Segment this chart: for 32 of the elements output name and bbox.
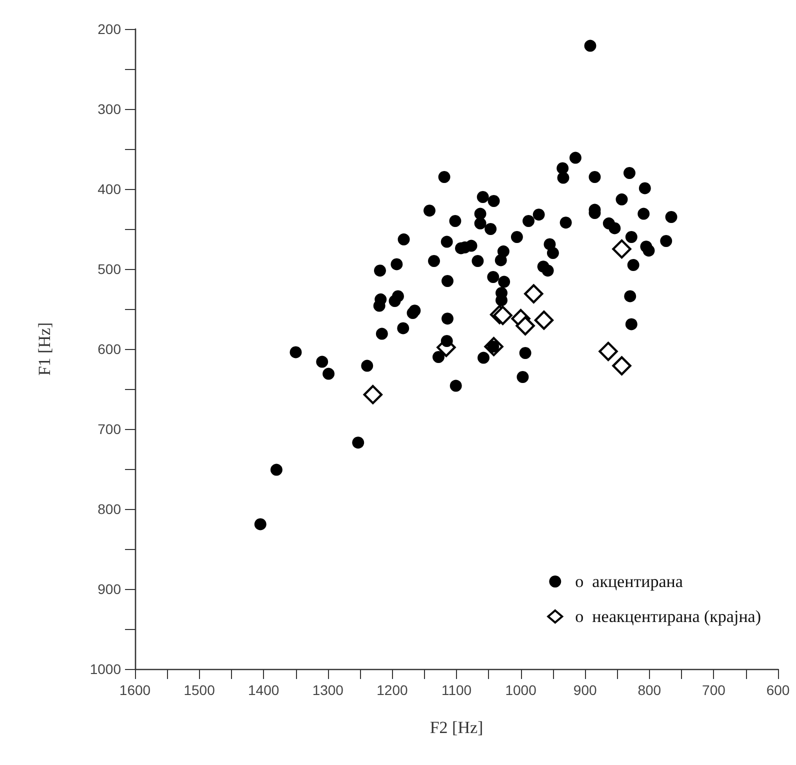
x-axis-title: F2 [Hz] xyxy=(430,718,484,737)
x-tick-label: 600 xyxy=(766,682,790,698)
y-axis-title: F1 [Hz] xyxy=(35,322,54,376)
x-tick-label: 700 xyxy=(702,682,726,698)
point xyxy=(534,310,554,330)
y-tick-label: 200 xyxy=(98,21,122,37)
point xyxy=(493,306,512,325)
point xyxy=(612,356,632,376)
point xyxy=(516,316,535,336)
x-tick-label: 1300 xyxy=(312,682,344,698)
legend-label: о акцентирана xyxy=(575,572,684,591)
y-tick-label: 800 xyxy=(98,501,122,517)
y-tick-label: 1000 xyxy=(90,661,122,677)
point xyxy=(524,284,544,304)
y-tick-label: 900 xyxy=(98,581,122,597)
x-tick-label: 1500 xyxy=(184,682,216,698)
point xyxy=(612,239,632,259)
y-tick-label: 400 xyxy=(98,181,122,197)
y-tick-label: 600 xyxy=(98,341,122,357)
y-tick-label: 700 xyxy=(98,421,122,437)
x-tick-label: 1600 xyxy=(119,682,151,698)
x-tick-label: 1100 xyxy=(441,682,472,698)
point xyxy=(363,385,383,404)
x-tick-label: 1000 xyxy=(505,682,537,698)
x-tick-label: 900 xyxy=(573,682,597,698)
x-tick-label: 1400 xyxy=(248,682,280,698)
legend-label: о неакцентирана (крајна) xyxy=(575,607,762,626)
x-tick-label: 800 xyxy=(638,682,662,698)
y-tick-label: 500 xyxy=(98,261,122,277)
x-tick-label: 1200 xyxy=(376,682,408,698)
point xyxy=(598,342,618,361)
y-tick-label: 300 xyxy=(98,101,122,117)
